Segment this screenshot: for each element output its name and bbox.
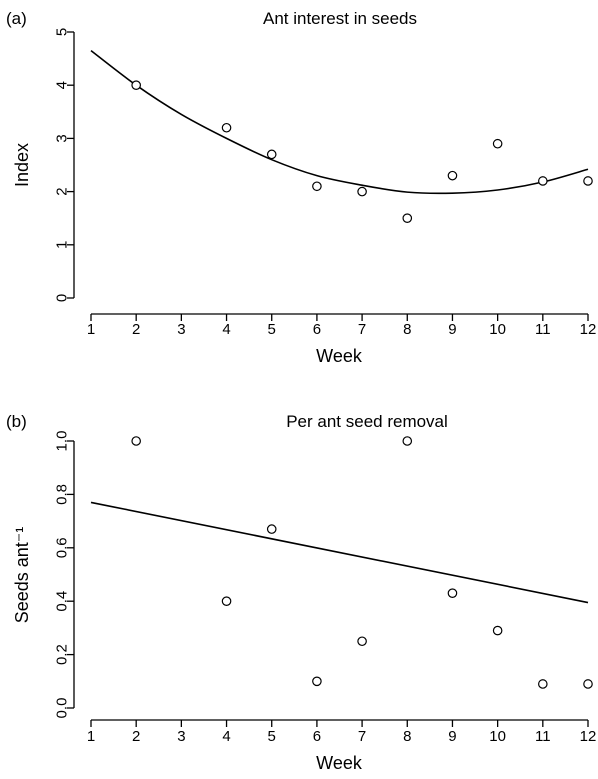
panel-b-x-tick-label: 10 <box>489 728 506 745</box>
panel-a-data-point <box>583 176 593 186</box>
panel-a-label: (a) <box>6 9 27 28</box>
panel-a-data-point <box>538 176 548 186</box>
panel-b-data-point <box>402 436 413 446</box>
panel-b-y-tick-label: 0.6 <box>54 537 71 558</box>
panel-b-x-ticks: 1 2 3 4 5 6 7 8 9 10 11 12 <box>87 720 597 745</box>
panel-a-data-point <box>357 186 367 197</box>
panel-a-x-tick-label: 8 <box>403 321 411 338</box>
panel-a-y-tick-label: 1 <box>54 241 71 249</box>
panel-a-y-tick-label: 5 <box>54 28 71 36</box>
panel-a-points <box>131 80 593 223</box>
panel-b-y-tick-label: 0.2 <box>54 644 71 665</box>
panel-a-data-point <box>447 170 458 181</box>
panel-a-y-tick-label: 0 <box>54 294 71 302</box>
panel-a-x-tick-label: 5 <box>268 321 276 338</box>
panel-b-data-point <box>583 679 593 689</box>
panel-a-x-tick-label: 6 <box>313 321 321 338</box>
panel-b-fit-line <box>90 501 589 604</box>
panel-b-y-ticks: 0.0 0.2 0.4 0.6 0.8 1.0 <box>54 431 74 719</box>
panel-b-data-point <box>221 596 232 606</box>
panel-a-x-tick-label: 9 <box>448 321 456 338</box>
panel-b-y-tick-label: 0.0 <box>54 698 71 719</box>
panel-b-data-point <box>538 679 548 689</box>
panel-b-x-tick-label: 3 <box>177 728 185 745</box>
panel-a-data-point <box>131 80 141 90</box>
panel-a-fit-line <box>90 49 589 195</box>
panel-b-x-tick-label: 5 <box>268 728 276 745</box>
panel-a-x-tick-label: 11 <box>535 321 551 338</box>
panel-a-x-tick-label: 10 <box>489 321 506 338</box>
panel-a-fit <box>90 49 589 195</box>
panel-b-x-tick-label: 2 <box>132 728 140 745</box>
panel-b-x-axis-label: Week <box>316 753 363 773</box>
panel-b-data-point <box>357 636 367 647</box>
panel-a-y-axis-label: Index <box>12 143 32 187</box>
panel-a-y-tick-label: 3 <box>54 134 71 142</box>
panel-b-title: Per ant seed removal <box>286 412 448 431</box>
panel-a-data-point <box>492 138 503 149</box>
panel-b-x-tick-label: 11 <box>535 728 551 745</box>
panel-b-data-point <box>492 625 503 636</box>
panel-b-y-tick-label: 1.0 <box>54 431 71 452</box>
panel-a-x-tick-label: 12 <box>580 321 597 338</box>
panel-b-y-axis-label: Seeds ant⁻¹ <box>12 527 32 624</box>
panel-b-y-tick-label: 0.8 <box>54 484 71 505</box>
panel-a-x-tick-label: 2 <box>132 321 140 338</box>
panel-a-y-ticks: 0 1 2 3 4 5 <box>54 28 74 302</box>
panel-a-x-axis-label: Week <box>316 346 363 366</box>
panel-b-x-tick-label: 4 <box>222 728 230 745</box>
panel-a-title: Ant interest in seeds <box>263 9 417 28</box>
panel-b-data-point <box>312 676 322 687</box>
panel-a-x-tick-label: 3 <box>177 321 185 338</box>
panel-b-x-tick-label: 6 <box>313 728 321 745</box>
panel-b-x-tick-label: 12 <box>580 728 597 745</box>
panel-a-x-tick-label: 4 <box>222 321 230 338</box>
panel-b-fit <box>90 501 589 604</box>
panel-b-x-tick-label: 7 <box>358 728 366 745</box>
panel-a-x-ticks: 1 2 3 4 5 6 7 8 9 10 11 12 <box>87 314 597 338</box>
panel-a-data-point <box>402 213 413 223</box>
panel-b-x-tick-label: 8 <box>403 728 411 745</box>
panel-b: (b) Per ant seed removal Seeds ant⁻¹ Wee… <box>6 412 596 773</box>
panel-a-y-tick-label: 4 <box>54 81 71 89</box>
panel-a-data-point <box>312 181 322 192</box>
panel-b-data-point <box>266 524 277 534</box>
panel-a-x-tick-label: 7 <box>358 321 366 338</box>
panel-b-x-tick-label: 9 <box>448 728 456 745</box>
panel-b-x-tick-label: 1 <box>87 728 95 745</box>
panel-b-data-point <box>131 436 141 446</box>
panel-b-y-tick-label: 0.4 <box>54 591 71 612</box>
panel-b-label: (b) <box>6 412 27 431</box>
panel-a-data-point <box>221 122 232 133</box>
panel-a-data-point <box>266 149 277 160</box>
panel-b-points <box>131 436 593 689</box>
panel-b-data-point <box>447 588 458 598</box>
panel-a-y-tick-label: 2 <box>54 187 71 195</box>
panel-a-x-tick-label: 1 <box>87 321 95 338</box>
